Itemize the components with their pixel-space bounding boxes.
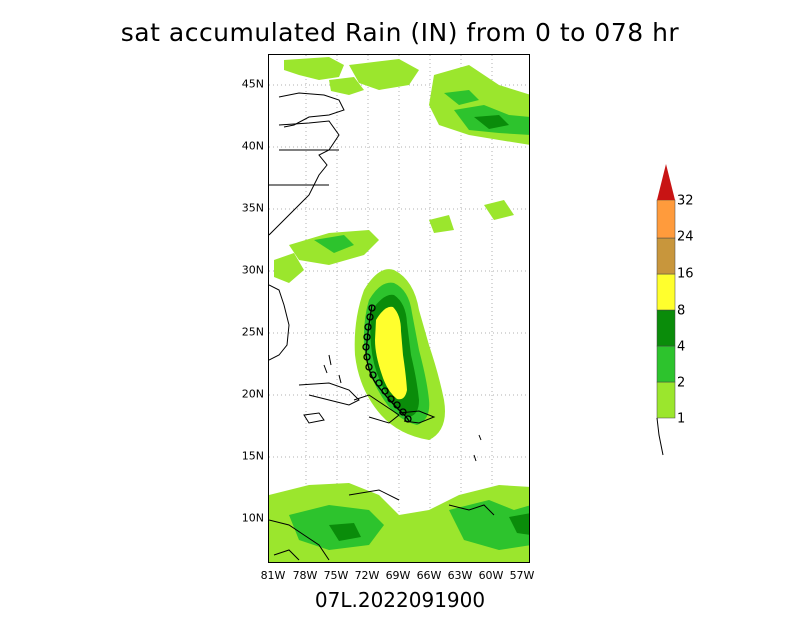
legend-label-16: 16: [677, 266, 694, 282]
run-identifier: 07L.2022091900: [314, 588, 486, 612]
legend-label-2: 2: [677, 375, 686, 391]
legend-label-1: 1: [677, 411, 686, 427]
rain-south: [269, 483, 529, 562]
lat-label-20n: 20N: [241, 387, 264, 401]
legend-swatch-1: [656, 381, 676, 419]
legend-colorbar: [656, 164, 676, 456]
legend-label-4: 4: [677, 339, 686, 355]
lat-label-30n: 30N: [241, 263, 264, 277]
lon-label-78w: 78W: [292, 569, 318, 582]
legend-swatch-4: [656, 309, 676, 347]
lon-label-75w: 75W: [323, 569, 349, 582]
legend-label-32: 32: [677, 193, 694, 209]
coastlines: [269, 92, 495, 561]
rainfall-map-graphic: [269, 55, 529, 562]
rain-storm-swath: [354, 269, 445, 440]
legend-swatch-16: [656, 237, 676, 275]
storm-track: [362, 304, 412, 423]
lon-label-63w: 63W: [447, 569, 473, 582]
lat-label-10n: 10N: [241, 511, 264, 525]
lon-label-60w: 60W: [478, 569, 504, 582]
rain-mid: [274, 200, 514, 283]
lat-label-45n: 45N: [241, 77, 264, 91]
rainfall-map: [268, 54, 530, 563]
lat-label-40n: 40N: [241, 139, 264, 153]
lat-label-15n: 15N: [241, 449, 264, 463]
rain-north: [284, 57, 529, 145]
lon-label-66w: 66W: [416, 569, 442, 582]
chart-title: sat accumulated Rain (IN) from 0 to 078 …: [120, 18, 680, 47]
legend-label-8: 8: [677, 303, 686, 319]
color-legend: 1 2 4 8 16 24 32: [655, 160, 735, 460]
legend-swatch-2: [656, 345, 676, 383]
lat-label-35n: 35N: [241, 201, 264, 215]
lon-label-69w: 69W: [385, 569, 411, 582]
legend-swatch-24: [656, 199, 676, 239]
lon-label-81w: 81W: [260, 569, 286, 582]
legend-swatch-32: [657, 164, 675, 200]
map-gridlines: [269, 55, 529, 562]
lat-label-25n: 25N: [241, 325, 264, 339]
lon-label-57w: 57W: [509, 569, 535, 582]
legend-swatch-8: [656, 273, 676, 311]
lon-label-72w: 72W: [354, 569, 380, 582]
legend-label-24: 24: [677, 229, 694, 245]
